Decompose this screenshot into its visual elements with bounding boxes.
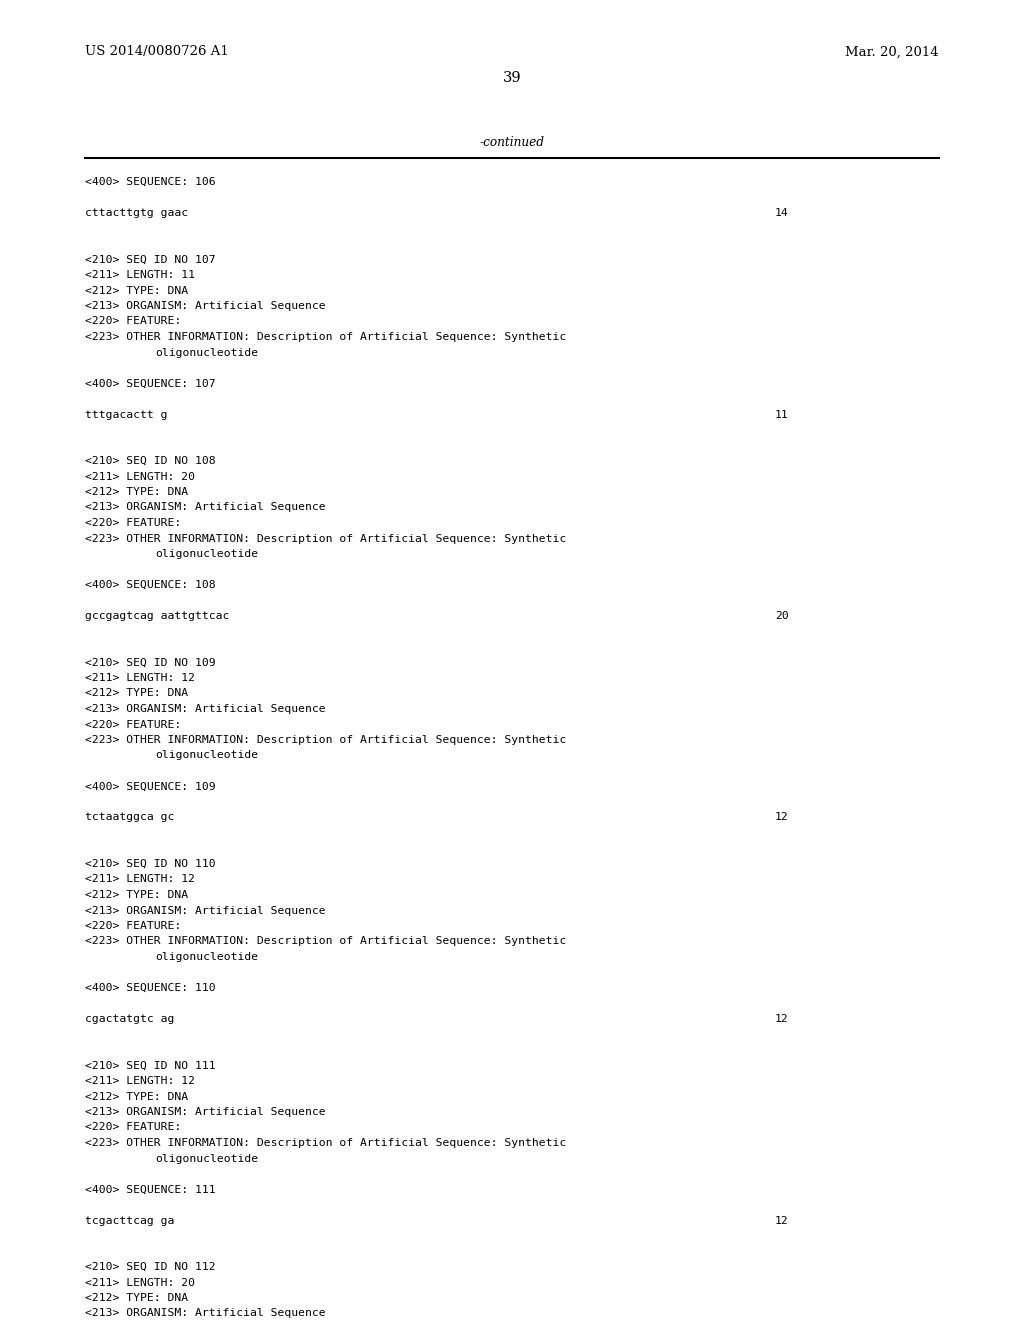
Text: cttacttgtg gaac: cttacttgtg gaac: [85, 209, 188, 218]
Text: 11: 11: [775, 409, 788, 420]
Text: 39: 39: [503, 71, 521, 84]
Text: tcgacttcag ga: tcgacttcag ga: [85, 1216, 174, 1225]
Text: <212> TYPE: DNA: <212> TYPE: DNA: [85, 1294, 188, 1303]
Text: oligonucleotide: oligonucleotide: [155, 347, 258, 358]
Text: oligonucleotide: oligonucleotide: [155, 952, 258, 962]
Text: oligonucleotide: oligonucleotide: [155, 751, 258, 760]
Text: -continued: -continued: [479, 136, 545, 149]
Text: <400> SEQUENCE: 110: <400> SEQUENCE: 110: [85, 983, 216, 993]
Text: <213> ORGANISM: Artificial Sequence: <213> ORGANISM: Artificial Sequence: [85, 1107, 326, 1117]
Text: <211> LENGTH: 20: <211> LENGTH: 20: [85, 1278, 195, 1287]
Text: <211> LENGTH: 12: <211> LENGTH: 12: [85, 874, 195, 884]
Text: <213> ORGANISM: Artificial Sequence: <213> ORGANISM: Artificial Sequence: [85, 704, 326, 714]
Text: <220> FEATURE:: <220> FEATURE:: [85, 719, 181, 730]
Text: Mar. 20, 2014: Mar. 20, 2014: [846, 45, 939, 58]
Text: 12: 12: [775, 1216, 788, 1225]
Text: tctaatggca gc: tctaatggca gc: [85, 813, 174, 822]
Text: <212> TYPE: DNA: <212> TYPE: DNA: [85, 890, 188, 900]
Text: <211> LENGTH: 12: <211> LENGTH: 12: [85, 673, 195, 682]
Text: <211> LENGTH: 11: <211> LENGTH: 11: [85, 271, 195, 280]
Text: <400> SEQUENCE: 107: <400> SEQUENCE: 107: [85, 379, 216, 388]
Text: gccgagtcag aattgttcac: gccgagtcag aattgttcac: [85, 611, 229, 620]
Text: <400> SEQUENCE: 106: <400> SEQUENCE: 106: [85, 177, 216, 187]
Text: <400> SEQUENCE: 111: <400> SEQUENCE: 111: [85, 1184, 216, 1195]
Text: <400> SEQUENCE: 108: <400> SEQUENCE: 108: [85, 579, 216, 590]
Text: <212> TYPE: DNA: <212> TYPE: DNA: [85, 487, 188, 498]
Text: <213> ORGANISM: Artificial Sequence: <213> ORGANISM: Artificial Sequence: [85, 906, 326, 916]
Text: <220> FEATURE:: <220> FEATURE:: [85, 921, 181, 931]
Text: <223> OTHER INFORMATION: Description of Artificial Sequence: Synthetic: <223> OTHER INFORMATION: Description of …: [85, 1138, 566, 1148]
Text: <223> OTHER INFORMATION: Description of Artificial Sequence: Synthetic: <223> OTHER INFORMATION: Description of …: [85, 936, 566, 946]
Text: <210> SEQ ID NO 111: <210> SEQ ID NO 111: [85, 1060, 216, 1071]
Text: <212> TYPE: DNA: <212> TYPE: DNA: [85, 689, 188, 698]
Text: <220> FEATURE:: <220> FEATURE:: [85, 517, 181, 528]
Text: tttgacactt g: tttgacactt g: [85, 409, 168, 420]
Text: <210> SEQ ID NO 112: <210> SEQ ID NO 112: [85, 1262, 216, 1272]
Text: oligonucleotide: oligonucleotide: [155, 1154, 258, 1163]
Text: 12: 12: [775, 813, 788, 822]
Text: 14: 14: [775, 209, 788, 218]
Text: <213> ORGANISM: Artificial Sequence: <213> ORGANISM: Artificial Sequence: [85, 503, 326, 512]
Text: 12: 12: [775, 1014, 788, 1024]
Text: <213> ORGANISM: Artificial Sequence: <213> ORGANISM: Artificial Sequence: [85, 1308, 326, 1319]
Text: <210> SEQ ID NO 110: <210> SEQ ID NO 110: [85, 859, 216, 869]
Text: <220> FEATURE:: <220> FEATURE:: [85, 1122, 181, 1133]
Text: <211> LENGTH: 12: <211> LENGTH: 12: [85, 1076, 195, 1086]
Text: <220> FEATURE:: <220> FEATURE:: [85, 317, 181, 326]
Text: <210> SEQ ID NO 108: <210> SEQ ID NO 108: [85, 455, 216, 466]
Text: <223> OTHER INFORMATION: Description of Artificial Sequence: Synthetic: <223> OTHER INFORMATION: Description of …: [85, 333, 566, 342]
Text: <213> ORGANISM: Artificial Sequence: <213> ORGANISM: Artificial Sequence: [85, 301, 326, 312]
Text: cgactatgtc ag: cgactatgtc ag: [85, 1014, 174, 1024]
Text: <400> SEQUENCE: 109: <400> SEQUENCE: 109: [85, 781, 216, 792]
Text: <211> LENGTH: 20: <211> LENGTH: 20: [85, 471, 195, 482]
Text: <210> SEQ ID NO 107: <210> SEQ ID NO 107: [85, 255, 216, 264]
Text: <212> TYPE: DNA: <212> TYPE: DNA: [85, 1092, 188, 1101]
Text: oligonucleotide: oligonucleotide: [155, 549, 258, 558]
Text: US 2014/0080726 A1: US 2014/0080726 A1: [85, 45, 228, 58]
Text: 20: 20: [775, 611, 788, 620]
Text: <212> TYPE: DNA: <212> TYPE: DNA: [85, 285, 188, 296]
Text: <223> OTHER INFORMATION: Description of Artificial Sequence: Synthetic: <223> OTHER INFORMATION: Description of …: [85, 533, 566, 544]
Text: <210> SEQ ID NO 109: <210> SEQ ID NO 109: [85, 657, 216, 668]
Text: <223> OTHER INFORMATION: Description of Artificial Sequence: Synthetic: <223> OTHER INFORMATION: Description of …: [85, 735, 566, 744]
